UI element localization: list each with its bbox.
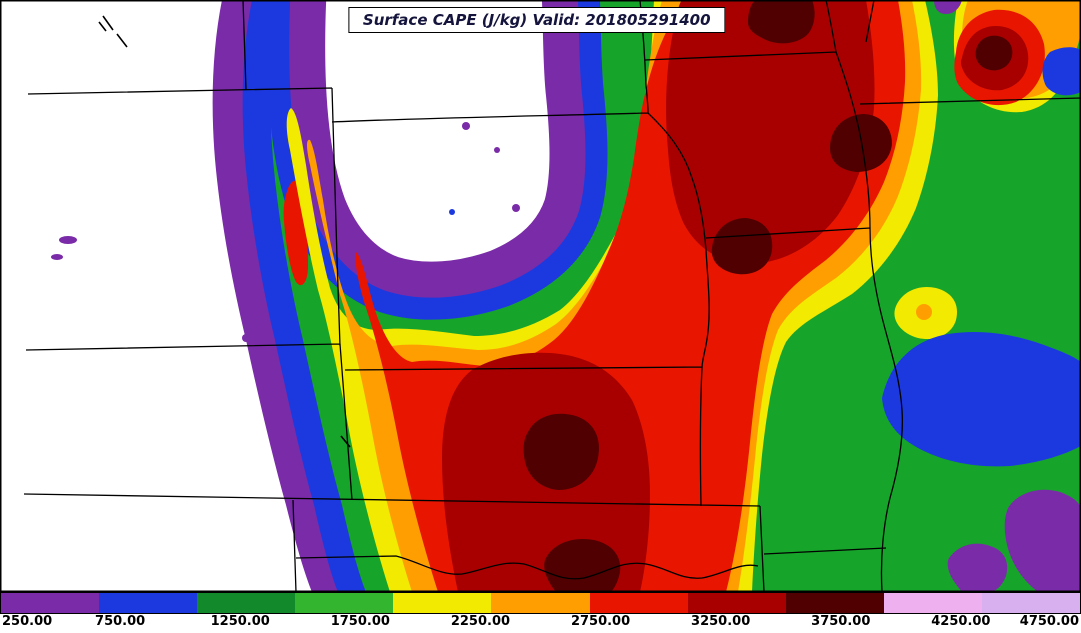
map-title-box: Surface CAPE (J/kg) Valid: 201805291400 [347, 7, 726, 33]
colorbar-segment [1, 593, 100, 613]
hole-blue-speck [449, 209, 455, 215]
maroon-max-north-1 [711, 218, 773, 275]
west-purple-speck [242, 334, 250, 342]
map-frame [0, 0, 1081, 592]
colorbar-segment [295, 593, 394, 613]
colorbar-label: 1750.00 [330, 614, 390, 629]
maroon-max-north-3 [748, 0, 815, 44]
hole-purple-speck [462, 122, 470, 130]
maroon-max-south-2 [544, 538, 621, 592]
east-orange-spot [916, 304, 932, 320]
west-purple-speck [59, 236, 77, 244]
colorbar-label: 4750.00 [1019, 614, 1079, 629]
west-purple-speck [51, 254, 63, 260]
colorbar-segment [197, 593, 296, 613]
east-blue-patch [882, 331, 1081, 467]
state-boundaries [23, 0, 1081, 592]
colorbar-segment [589, 593, 688, 613]
colorbar-segment [687, 593, 786, 613]
colorbar-segment [99, 593, 198, 613]
colorbar-segment [393, 593, 492, 613]
hole-purple-speck [494, 147, 500, 153]
maroon-max-south-1 [523, 413, 600, 490]
colorbar-label: 1250.00 [210, 614, 270, 629]
colorbar-segment [883, 593, 982, 613]
hole-purple-speck [512, 204, 520, 212]
cape-map-area [0, 0, 1081, 592]
colorbar-label: 250.00 [2, 614, 53, 629]
southeast-purple-patch-2 [947, 543, 1008, 592]
colorbar-label: 4250.00 [931, 614, 991, 629]
dry-hole-purple-ring [289, 0, 586, 298]
colorbar-labels: 250.00 750.00 1250.00 1750.00 2250.00 2750.00… [0, 614, 1081, 633]
colorbar-label: 750.00 [95, 614, 146, 629]
colorbar-label: 2250.00 [450, 614, 511, 629]
corner-maroon [975, 35, 1013, 71]
colorbar-label: 3750.00 [811, 614, 871, 629]
colorbar [0, 592, 1081, 614]
cape-map [0, 0, 1081, 592]
colorbar-label: 2750.00 [570, 614, 631, 629]
dark-red-core-north [666, 0, 875, 264]
colorbar-segment [785, 593, 884, 613]
colorbar-segment [491, 593, 590, 613]
colorbar-segment [981, 593, 1081, 613]
corner-purple-sliver [934, 0, 962, 14]
southeast-purple-patch-1 [1004, 489, 1081, 592]
map-title: Surface CAPE (J/kg) Valid: 201805291400 [362, 11, 711, 29]
colorbar-label: 3250.00 [691, 614, 751, 629]
corner-blue-patch [1042, 47, 1081, 96]
map-glyph-marks [98, 15, 351, 448]
